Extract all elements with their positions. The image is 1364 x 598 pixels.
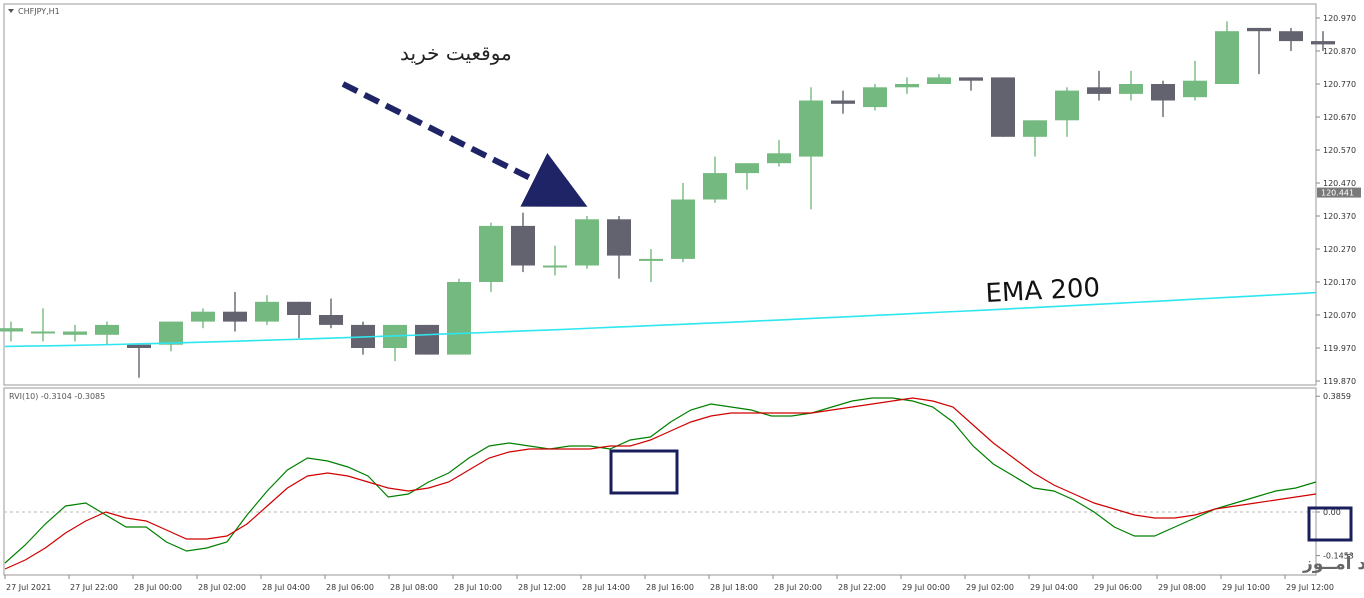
bear-candle	[511, 225, 535, 266]
bear-candle	[319, 315, 343, 325]
time-tick-label: 29 Jul 00:00	[902, 583, 950, 592]
bear-candle	[127, 344, 151, 348]
bull-candle	[639, 258, 663, 261]
buy-position-annotation: موقعیت خرید	[400, 41, 512, 65]
bull-candle	[1023, 120, 1047, 137]
bull-candle	[671, 199, 695, 259]
current-price-tag	[1317, 187, 1361, 198]
bull-candle	[63, 331, 87, 335]
time-tick-label: 29 Jul 06:00	[1094, 583, 1142, 592]
time-tick-label: 27 Jul 22:00	[70, 583, 118, 592]
time-tick-label: 29 Jul 04:00	[1030, 583, 1078, 592]
rvi-tick-label: 0.3859	[1323, 392, 1351, 401]
bear-candle	[959, 77, 983, 81]
bear-candle	[1087, 87, 1111, 94]
rvi-axis: 0.3859 0.00 -0.1453	[1316, 392, 1354, 561]
bull-candle	[255, 301, 279, 322]
time-tick-label: 28 Jul 08:00	[390, 583, 438, 592]
bear-candle	[223, 311, 247, 322]
rvi-panel	[3, 387, 1317, 576]
price-tick-label: 120.270	[1323, 245, 1356, 254]
price-tick-label: 119.870	[1323, 377, 1356, 386]
dropdown-triangle-icon[interactable]	[8, 9, 14, 13]
candles-group	[0, 21, 1335, 378]
ema-200-line	[4, 291, 1317, 348]
time-tick-label: 28 Jul 12:00	[518, 583, 566, 592]
time-tick-label: 28 Jul 20:00	[774, 583, 822, 592]
bull-candle	[1055, 90, 1079, 121]
bear-candle	[991, 77, 1015, 137]
time-tick-label: 29 Jul 10:00	[1222, 583, 1270, 592]
crossover-highlight-box	[609, 449, 679, 495]
time-tick-label: 28 Jul 18:00	[710, 583, 758, 592]
price-tick-label: 120.570	[1323, 146, 1356, 155]
time-tick-label: 28 Jul 04:00	[262, 583, 310, 592]
time-tick-label: 28 Jul 06:00	[326, 583, 374, 592]
time-tick-label: 28 Jul 22:00	[838, 583, 886, 592]
bull-candle	[863, 87, 887, 108]
bear-candle	[1151, 84, 1175, 101]
price-axis: 120.970 120.870 120.770 120.670 120.570 120.4…	[1316, 14, 1356, 386]
bull-candle	[895, 84, 919, 88]
rvi-tick-label: -0.1453	[1323, 552, 1354, 561]
bull-candle	[703, 173, 727, 200]
bull-candle	[543, 265, 567, 268]
price-chart-title: CHFJPY,H1	[18, 7, 60, 16]
bear-candle	[287, 301, 311, 315]
bull-candle	[1119, 84, 1143, 94]
time-axis: 27 Jul 2021 27 Jul 22:00 28 Jul 00:00 28 Ju…	[4, 575, 1334, 592]
bull-candle	[447, 282, 471, 355]
price-tick-label: 120.470	[1323, 179, 1356, 188]
time-tick-label: 29 Jul 12:00	[1286, 583, 1334, 592]
price-tick-label: 120.070	[1323, 311, 1356, 320]
price-tick-label: 120.170	[1323, 278, 1356, 287]
bear-candle	[607, 219, 631, 256]
time-tick-label: 28 Jul 14:00	[582, 583, 630, 592]
time-tick-label: 29 Jul 08:00	[1158, 583, 1206, 592]
bull-candle	[799, 100, 823, 157]
bull-candle	[191, 311, 215, 322]
bear-candle	[1247, 27, 1271, 32]
price-tick-label: 120.670	[1323, 113, 1356, 122]
time-tick-label: 28 Jul 02:00	[198, 583, 246, 592]
bull-candle	[0, 328, 23, 332]
rvi-main-line	[4, 397, 1317, 564]
bull-candle	[1215, 31, 1239, 84]
rvi-lines-group	[4, 397, 1317, 570]
bull-candle	[927, 77, 951, 84]
bull-candle	[1183, 80, 1207, 98]
current-price-label: 120.441	[1321, 189, 1354, 198]
time-tick-label: 28 Jul 00:00	[134, 583, 182, 592]
bull-candle	[735, 163, 759, 174]
price-panel	[3, 3, 1317, 386]
bull-candle	[31, 331, 55, 334]
price-tick-label: 120.970	[1323, 14, 1356, 23]
bull-candle	[575, 219, 599, 266]
bear-candle	[1311, 41, 1335, 45]
time-tick-label: 29 Jul 02:00	[966, 583, 1014, 592]
rvi-tick-label: 0.00	[1323, 508, 1341, 517]
time-tick-label: 27 Jul 2021	[6, 583, 51, 592]
price-tick-label: 119.970	[1323, 344, 1356, 353]
rvi-title: RVI(10) -0.3104 -0.3085	[9, 392, 105, 401]
zero-level-highlight-box	[1307, 506, 1353, 542]
ema-label: EMA 200	[985, 273, 1101, 309]
bull-candle	[767, 153, 791, 164]
rvi-signal-line	[4, 397, 1317, 570]
bear-candle	[1279, 31, 1303, 42]
buy-arrow	[341, 81, 588, 207]
time-tick-label: 28 Jul 10:00	[454, 583, 502, 592]
price-tick-label: 120.870	[1323, 47, 1356, 56]
price-tick-label: 120.770	[1323, 80, 1356, 89]
bull-candle	[159, 321, 183, 345]
bear-candle	[415, 324, 439, 355]
watermark: انتشار در وبسایت ســود آمــوز	[1302, 552, 1364, 574]
price-tick-label: 120.370	[1323, 212, 1356, 221]
bull-candle	[95, 324, 119, 335]
bull-candle	[479, 225, 503, 282]
time-tick-label: 28 Jul 16:00	[646, 583, 694, 592]
bear-candle	[831, 100, 855, 104]
